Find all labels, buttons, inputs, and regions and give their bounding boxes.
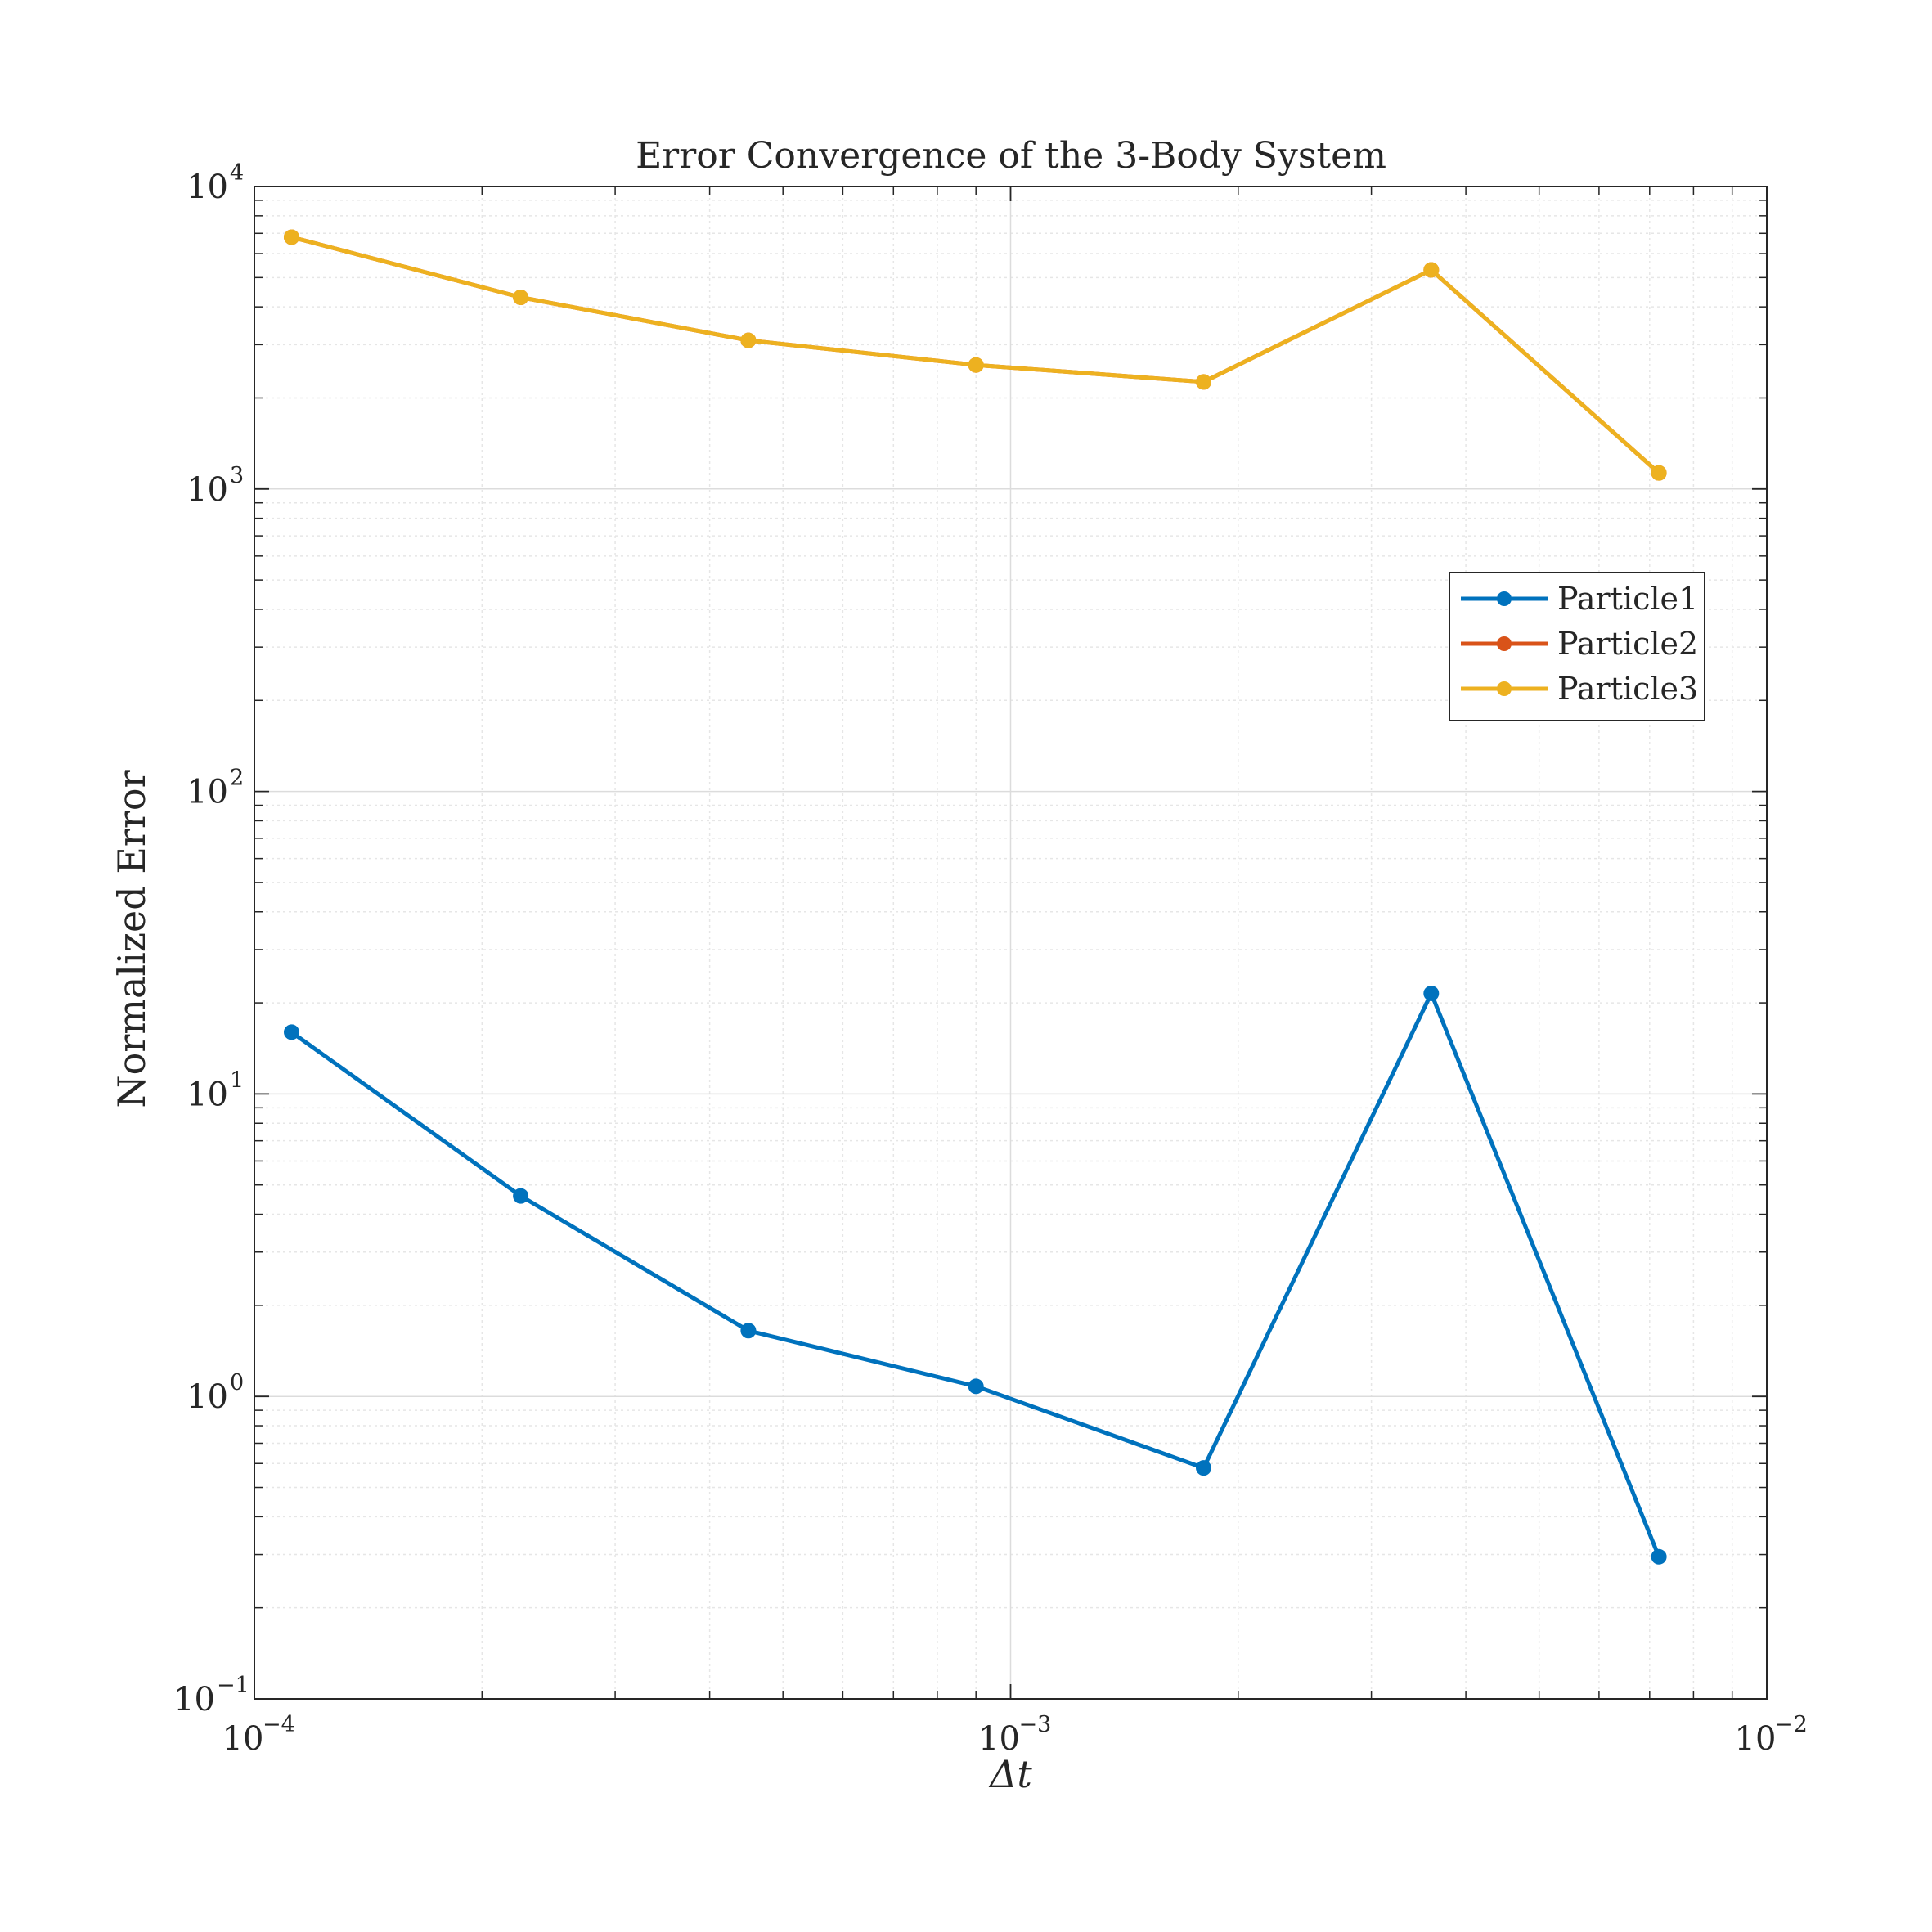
- x-tick-label-exponent: −3: [1019, 1712, 1052, 1737]
- x-tick-label-exponent: −4: [263, 1712, 295, 1737]
- y-tick-label: 10: [173, 1681, 215, 1719]
- data-point: [1423, 262, 1440, 278]
- chart-title: Error Convergence of the 3-Body System: [636, 135, 1386, 177]
- legend-label: Particle2: [1557, 626, 1698, 662]
- y-tick-label-exponent: −1: [217, 1673, 249, 1698]
- plot-area: [284, 229, 1667, 1565]
- legend-label: Particle1: [1557, 581, 1698, 617]
- data-point: [740, 1323, 757, 1339]
- x-tick-label-exponent: −2: [1775, 1712, 1808, 1737]
- y-tick-label-exponent: 1: [230, 1067, 244, 1093]
- data-point: [968, 357, 984, 373]
- y-tick-label: 10: [186, 168, 228, 206]
- data-point: [1195, 374, 1211, 390]
- legend: Particle1 Particle2 Particle3: [1449, 572, 1705, 721]
- data-point: [1195, 1460, 1211, 1476]
- series-3: [284, 229, 1667, 481]
- data-point: [968, 1378, 984, 1395]
- legend-item: Particle1: [1461, 581, 1698, 617]
- legend-marker: [1497, 681, 1512, 696]
- axes: [254, 186, 1768, 1700]
- data-point: [284, 1024, 300, 1040]
- axes-box: [254, 186, 1768, 1700]
- y-tick-label: 10: [186, 471, 228, 509]
- legend-item: Particle3: [1461, 671, 1698, 707]
- legend-marker: [1497, 591, 1512, 606]
- data-point: [1651, 1548, 1667, 1565]
- y-tick-label-exponent: 2: [230, 766, 244, 791]
- data-point: [1651, 465, 1667, 481]
- data-point: [284, 229, 300, 245]
- grid: [254, 186, 1768, 1700]
- legend-label: Particle3: [1557, 671, 1698, 707]
- data-point: [513, 290, 529, 306]
- y-axis-label: Normalized Error: [110, 770, 154, 1108]
- y-tick-label: 10: [186, 1378, 228, 1416]
- y-tick-label: 10: [186, 1076, 228, 1113]
- y-tick-label-exponent: 4: [230, 160, 244, 186]
- x-axis-label: Δt: [988, 1752, 1032, 1796]
- series-1: [284, 985, 1667, 1565]
- x-tick-label: 10: [978, 1720, 1020, 1758]
- data-point: [740, 332, 757, 348]
- data-point: [513, 1188, 529, 1204]
- legend-item: Particle2: [1461, 626, 1698, 662]
- data-point: [1423, 985, 1440, 1001]
- x-tick-label: 10: [222, 1720, 264, 1758]
- y-tick-label-exponent: 0: [230, 1370, 244, 1395]
- legend-marker: [1497, 636, 1512, 651]
- y-tick-label: 10: [186, 774, 228, 811]
- y-tick-label-exponent: 3: [230, 463, 244, 488]
- x-tick-label: 10: [1735, 1720, 1777, 1758]
